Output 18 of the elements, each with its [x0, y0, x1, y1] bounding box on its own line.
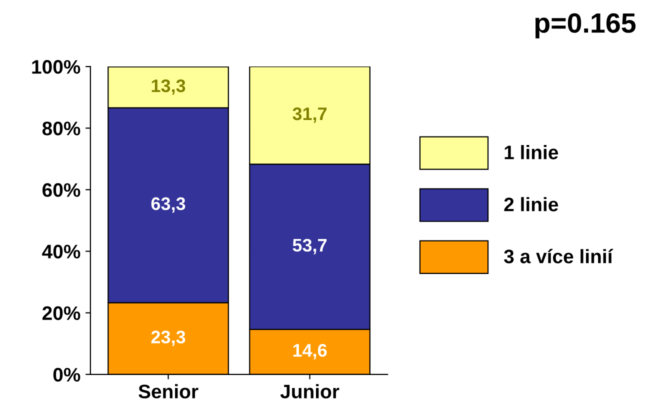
data-label: 14,6: [293, 344, 327, 360]
y-tick-label: 40%: [42, 244, 80, 258]
y-tick-label: 0%: [53, 368, 80, 382]
legend-label: 1 linie: [504, 145, 558, 160]
data-label: 13,3: [152, 79, 186, 95]
data-label: 31,7: [292, 107, 327, 123]
y-tick-label: 20%: [42, 306, 80, 320]
text: p=0.165: [535, 13, 636, 38]
legend-label: 3 a více linií: [504, 248, 614, 264]
x-tick-label: Senior: [138, 384, 198, 398]
y-tick-label: 60%: [42, 183, 80, 197]
legend-label: 2 linie: [504, 197, 558, 212]
data-label: 63,3: [151, 197, 186, 213]
data-label: 23,3: [151, 330, 186, 346]
y-tick-label: 80%: [42, 122, 80, 136]
data-label: 53,7: [292, 238, 327, 254]
x-tick-label: Junior: [280, 384, 340, 398]
y-tick-label: 100%: [32, 60, 80, 74]
